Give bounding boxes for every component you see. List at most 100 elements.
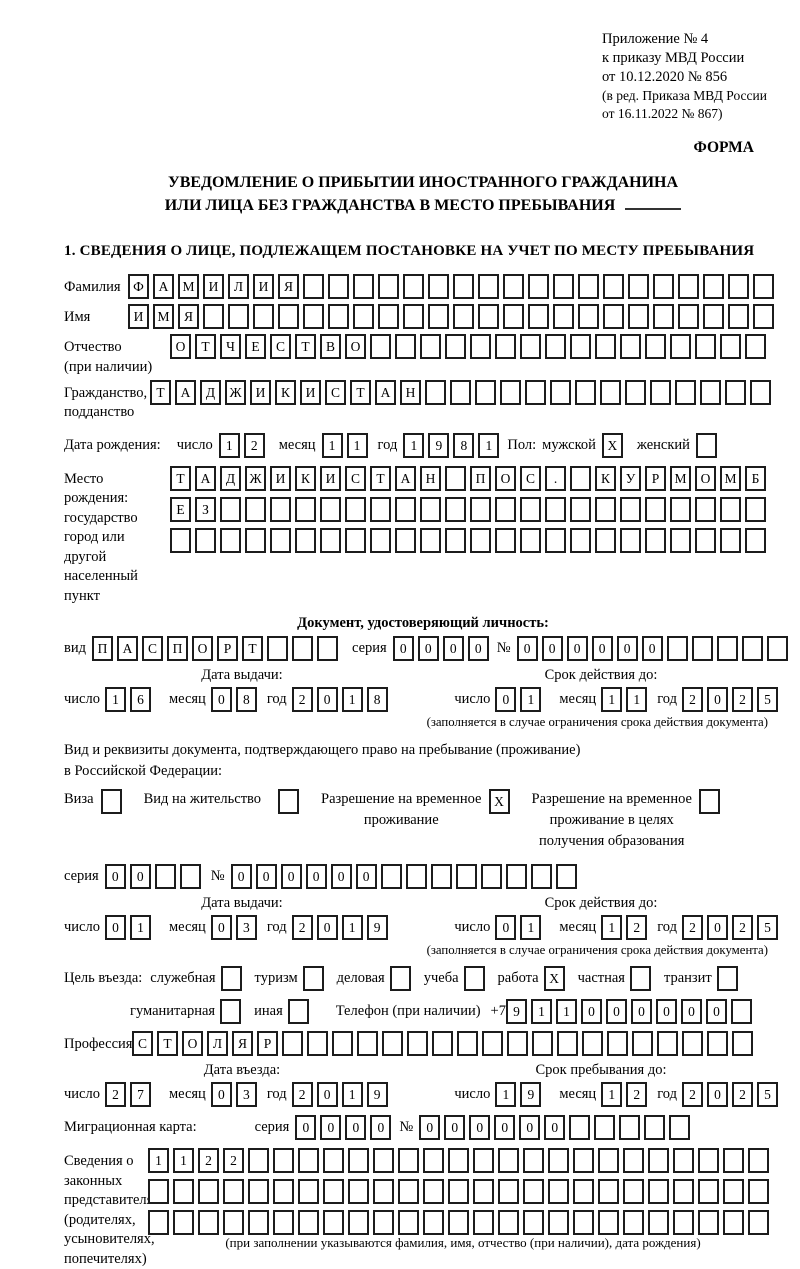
char-cell[interactable] <box>220 527 241 553</box>
char-cell[interactable]: 1 <box>104 686 126 712</box>
char-cell[interactable]: 1 <box>478 432 500 458</box>
char-cell[interactable]: 0 <box>392 635 414 661</box>
char-cell[interactable]: Т <box>295 334 316 360</box>
char-cell[interactable] <box>423 1179 444 1205</box>
char-cell[interactable]: 6 <box>129 686 151 712</box>
char-cell[interactable] <box>295 527 316 553</box>
char-cell[interactable] <box>720 527 741 553</box>
char-cell[interactable]: 1 <box>626 686 648 712</box>
char-cell[interactable] <box>528 274 549 300</box>
char-cell[interactable] <box>569 1115 591 1141</box>
char-cell[interactable] <box>100 789 122 815</box>
char-cell[interactable] <box>503 274 524 300</box>
char-cell[interactable] <box>553 274 574 300</box>
char-cell[interactable] <box>457 1031 478 1057</box>
char-cell[interactable] <box>532 1031 553 1057</box>
char-cell[interactable]: 0 <box>104 864 126 890</box>
char-cell[interactable] <box>478 274 499 300</box>
char-cell[interactable]: 3 <box>235 1082 257 1108</box>
char-cell[interactable]: 0 <box>417 635 439 661</box>
char-cell[interactable] <box>666 635 688 661</box>
char-cell[interactable] <box>248 1148 269 1174</box>
char-cell[interactable] <box>570 334 591 360</box>
char-cell[interactable] <box>302 966 324 992</box>
char-cell[interactable] <box>223 1210 244 1236</box>
char-cell[interactable]: 0 <box>591 635 613 661</box>
char-cell[interactable] <box>432 1031 453 1057</box>
char-cell[interactable]: Б <box>745 465 766 491</box>
char-cell[interactable] <box>620 334 641 360</box>
char-cell[interactable]: 0 <box>680 999 702 1025</box>
char-cell[interactable] <box>723 1179 744 1205</box>
char-cell[interactable] <box>495 334 516 360</box>
char-cell[interactable]: 0 <box>495 686 517 712</box>
char-cell[interactable]: И <box>128 304 149 330</box>
char-cell[interactable] <box>600 379 621 405</box>
char-cell[interactable]: 5 <box>757 1082 778 1108</box>
char-cell[interactable] <box>248 1210 269 1236</box>
char-cell[interactable]: 0 <box>630 999 652 1025</box>
char-cell[interactable] <box>723 1210 744 1236</box>
char-cell[interactable] <box>570 465 591 491</box>
char-cell[interactable] <box>716 635 738 661</box>
char-cell[interactable]: 8 <box>235 686 257 712</box>
char-cell[interactable]: 0 <box>295 1115 317 1141</box>
char-cell[interactable]: 0 <box>210 915 232 941</box>
char-cell[interactable] <box>505 864 527 890</box>
char-cell[interactable] <box>570 527 591 553</box>
char-cell[interactable] <box>573 1148 594 1174</box>
char-cell[interactable]: Д <box>200 379 221 405</box>
char-cell[interactable] <box>480 864 502 890</box>
char-cell[interactable]: 2 <box>291 1082 313 1108</box>
char-cell[interactable]: И <box>253 274 274 300</box>
char-cell[interactable]: Я <box>232 1031 253 1057</box>
char-cell[interactable] <box>607 1031 628 1057</box>
char-cell[interactable] <box>298 1179 319 1205</box>
char-cell[interactable] <box>430 864 452 890</box>
char-cell[interactable] <box>473 1179 494 1205</box>
char-cell[interactable]: А <box>375 379 396 405</box>
char-cell[interactable]: М <box>178 274 199 300</box>
char-cell[interactable] <box>730 999 752 1025</box>
char-cell[interactable] <box>695 432 717 458</box>
char-cell[interactable] <box>405 864 427 890</box>
char-cell[interactable]: 2 <box>223 1148 244 1174</box>
char-cell[interactable]: М <box>670 465 691 491</box>
char-cell[interactable] <box>548 1210 569 1236</box>
char-cell[interactable] <box>320 527 341 553</box>
char-cell[interactable] <box>598 1148 619 1174</box>
char-cell[interactable] <box>528 304 549 330</box>
char-cell[interactable] <box>695 527 716 553</box>
char-cell[interactable]: Т <box>157 1031 178 1057</box>
char-cell[interactable] <box>328 304 349 330</box>
char-cell[interactable] <box>723 1148 744 1174</box>
char-cell[interactable] <box>378 304 399 330</box>
char-cell[interactable] <box>498 1148 519 1174</box>
char-cell[interactable] <box>420 334 441 360</box>
char-cell[interactable] <box>220 966 242 992</box>
char-cell[interactable]: С <box>141 635 163 661</box>
char-cell[interactable]: Ч <box>220 334 241 360</box>
char-cell[interactable] <box>348 1210 369 1236</box>
char-cell[interactable]: 0 <box>467 635 489 661</box>
char-cell[interactable] <box>595 334 616 360</box>
char-cell[interactable]: 0 <box>444 1115 466 1141</box>
char-cell[interactable] <box>328 274 349 300</box>
char-cell[interactable] <box>370 496 391 522</box>
char-cell[interactable] <box>323 1210 344 1236</box>
char-cell[interactable] <box>500 379 521 405</box>
char-cell[interactable]: 5 <box>757 915 778 941</box>
char-cell[interactable] <box>673 1179 694 1205</box>
char-cell[interactable] <box>678 304 699 330</box>
char-cell[interactable] <box>253 304 274 330</box>
char-cell[interactable] <box>445 527 466 553</box>
char-cell[interactable]: 1 <box>173 1148 194 1174</box>
char-cell[interactable]: О <box>345 334 366 360</box>
char-cell[interactable] <box>170 527 191 553</box>
char-cell[interactable]: 0 <box>707 686 728 712</box>
char-cell[interactable]: Р <box>216 635 238 661</box>
char-cell[interactable]: Т <box>350 379 371 405</box>
char-cell[interactable]: С <box>325 379 346 405</box>
char-cell[interactable]: 2 <box>732 915 753 941</box>
char-cell[interactable] <box>179 864 201 890</box>
